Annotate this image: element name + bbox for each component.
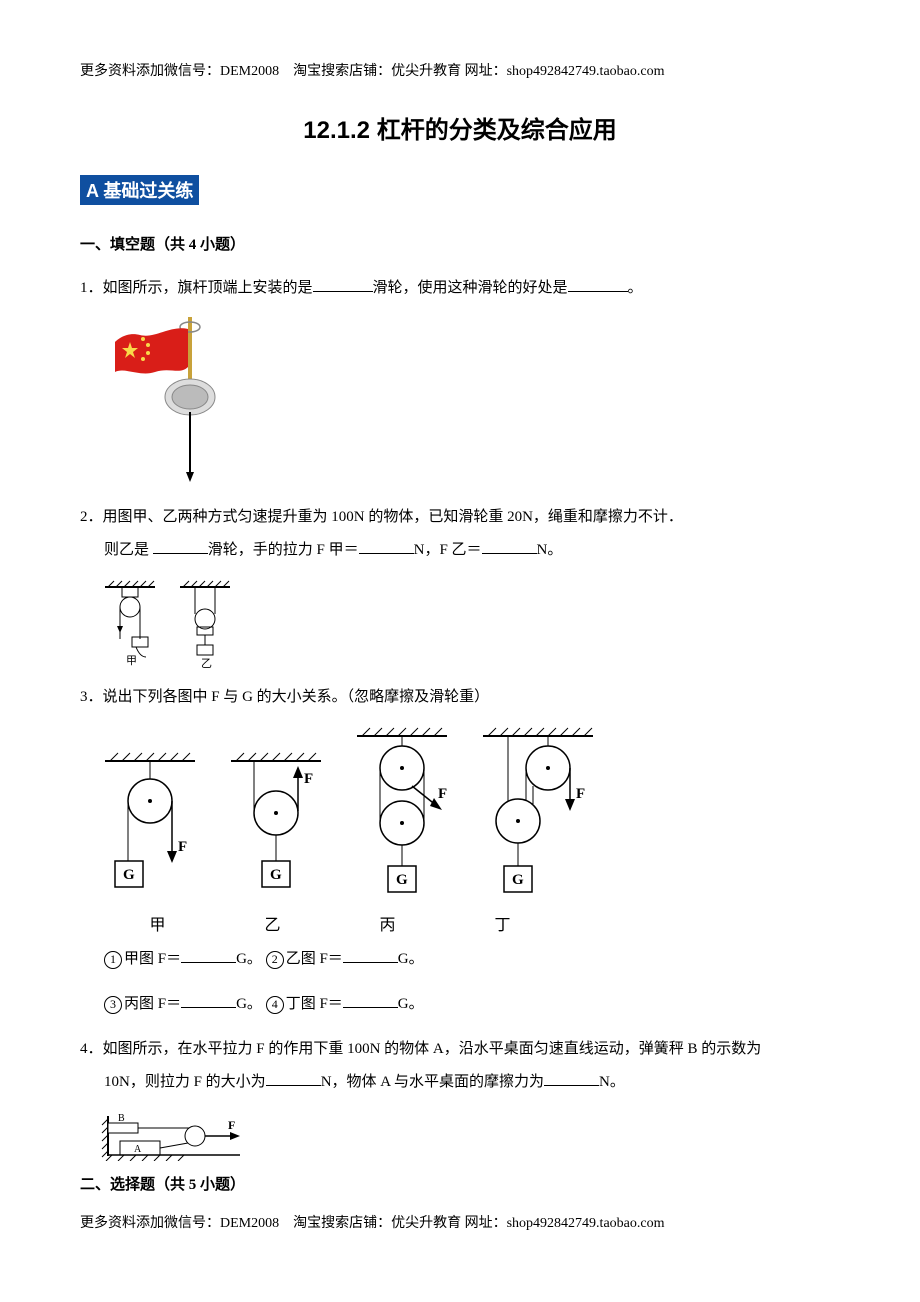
q2-text-a: 2．用图甲、乙两种方式匀速提升重为 100N 的物体，已知滑轮重 20N，绳重和… (80, 509, 683, 525)
q3-4b: G。 (398, 996, 424, 1012)
svg-text:F: F (228, 1118, 235, 1132)
q4-blank-1[interactable] (266, 1070, 321, 1086)
svg-text:甲: 甲 (126, 655, 137, 667)
q3-3b: G。 (236, 996, 262, 1012)
svg-text:F: F (178, 839, 187, 855)
q2-text-b: 则乙是 (104, 542, 153, 558)
q2-figure: 甲 乙 (100, 579, 840, 669)
svg-text:乙: 乙 (201, 657, 212, 669)
section-a-tag: A 基础过关练 (80, 175, 199, 205)
circled-2: 2 (266, 951, 284, 969)
q3-1b: G。 (236, 951, 262, 967)
svg-text:F: F (576, 786, 585, 802)
q4-figure: B A F (100, 1111, 840, 1161)
svg-text:A: A (134, 1144, 142, 1155)
q3-figures: G F F G (100, 726, 840, 901)
footer-line: 更多资料添加微信号：DEM2008 淘宝搜索店铺：优尖升教育 网址：shop49… (80, 1212, 664, 1232)
q2-text-d: N，F 乙＝ (414, 542, 482, 558)
q3-answers-row2: 3丙图 F＝ G。 4丁图 F＝ G。 (80, 988, 840, 1021)
q1-text-c: 。 (628, 280, 643, 296)
question-1: 1．如图所示，旗杆顶端上安装的是 滑轮，使用这种滑轮的好处是 。 (80, 272, 840, 305)
q2-text-e: N。 (537, 542, 563, 558)
q3-2a: 乙图 F＝ (286, 951, 343, 967)
svg-text:F: F (304, 771, 313, 787)
q3-blank-2[interactable] (343, 947, 398, 963)
svg-text:B: B (118, 1113, 125, 1124)
label-bing: 丙 (330, 911, 445, 935)
svg-text:F: F (438, 786, 447, 802)
q4-text-b: 10N，则拉力 F 的大小为 (104, 1074, 266, 1090)
q3-answers-row1: 1甲图 F＝ G。 2乙图 F＝ G。 (80, 943, 840, 976)
q1-blank-2[interactable] (568, 276, 628, 292)
fill-heading: 一、填空题（共 4 小题） (80, 233, 840, 254)
svg-text:G: G (270, 867, 282, 883)
header-line: 更多资料添加微信号：DEM2008 淘宝搜索店铺：优尖升教育 网址：shop49… (80, 60, 840, 80)
q4-text-a: 4．如图所示，在水平拉力 F 的作用下重 100N 的物体 A，沿水平桌面匀速直… (80, 1041, 761, 1057)
svg-text:G: G (396, 872, 408, 888)
q3-fig-ding: F G (478, 726, 608, 901)
q1-figure (110, 317, 840, 487)
label-ding: 丁 (445, 911, 560, 935)
q2-blank-1[interactable] (153, 538, 208, 554)
q4-text-d: N。 (599, 1074, 625, 1090)
q1-text-a: 1．如图所示，旗杆顶端上安装的是 (80, 280, 313, 296)
circled-1: 1 (104, 951, 122, 969)
circled-4: 4 (266, 996, 284, 1014)
q4-text-c: N，物体 A 与水平桌面的摩擦力为 (321, 1074, 544, 1090)
q3-blank-4[interactable] (343, 992, 398, 1008)
q3-fig-yi: F G (226, 751, 336, 901)
page-title: 12.1.2 杠杆的分类及综合应用 (80, 110, 840, 145)
svg-text:G: G (512, 872, 524, 888)
label-jia: 甲 (100, 911, 215, 935)
q2-blank-2[interactable] (359, 538, 414, 554)
q3-2b: G。 (398, 951, 424, 967)
q3-blank-1[interactable] (181, 947, 236, 963)
q3-blank-3[interactable] (181, 992, 236, 1008)
q3-3a: 丙图 F＝ (124, 996, 181, 1012)
q3-4a: 丁图 F＝ (286, 996, 343, 1012)
q4-blank-2[interactable] (544, 1070, 599, 1086)
label-yi: 乙 (215, 911, 330, 935)
q3-fig-bing: F G (352, 726, 462, 901)
q3-fig-jia: G F (100, 751, 210, 901)
circled-3: 3 (104, 996, 122, 1014)
page: 更多资料添加微信号：DEM2008 淘宝搜索店铺：优尖升教育 网址：shop49… (0, 0, 920, 1302)
q1-text-b: 滑轮，使用这种滑轮的好处是 (373, 280, 568, 296)
q2-blank-3[interactable] (482, 538, 537, 554)
choice-heading: 二、选择题（共 5 小题） (80, 1173, 840, 1194)
q2-text-c: 滑轮，手的拉力 F 甲＝ (208, 542, 359, 558)
q1-blank-1[interactable] (313, 276, 373, 292)
question-3: 3．说出下列各图中 F 与 G 的大小关系。（忽略摩擦及滑轮重） (80, 681, 840, 714)
question-4: 4．如图所示，在水平拉力 F 的作用下重 100N 的物体 A，沿水平桌面匀速直… (80, 1033, 840, 1099)
q3-1a: 甲图 F＝ (124, 951, 181, 967)
q3-figure-labels: 甲 乙 丙 丁 (100, 911, 560, 935)
svg-text:G: G (123, 867, 135, 883)
q3-text-a: 3．说出下列各图中 F 与 G 的大小关系。（忽略摩擦及滑轮重） (80, 689, 489, 705)
question-2: 2．用图甲、乙两种方式匀速提升重为 100N 的物体，已知滑轮重 20N，绳重和… (80, 501, 840, 567)
